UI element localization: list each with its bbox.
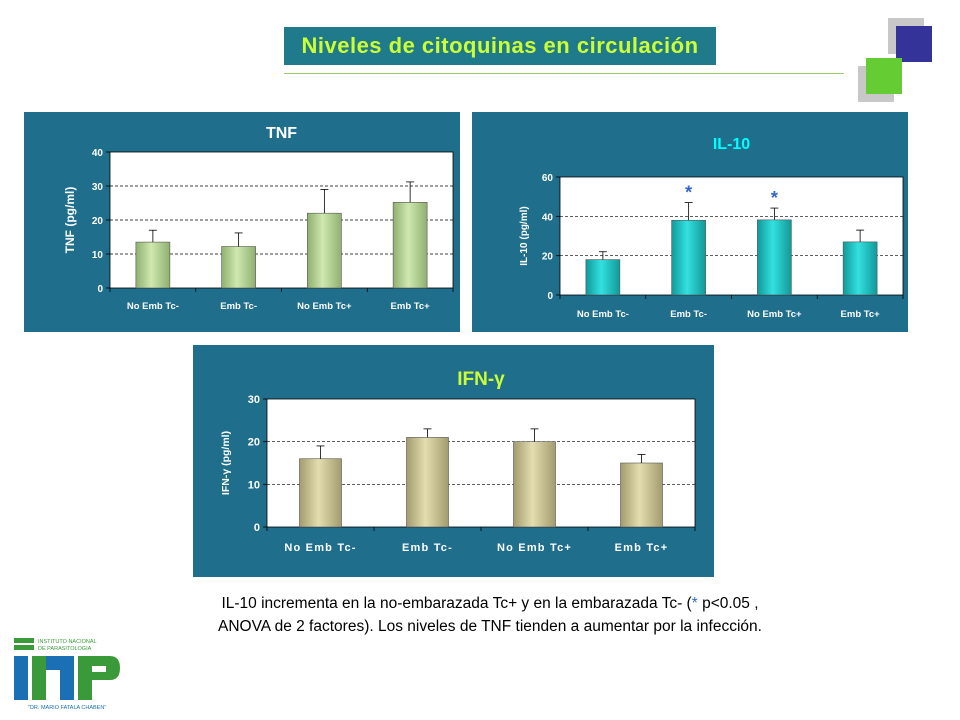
caption-line1-a: IL-10 incrementa en la no-embarazada Tc+…: [221, 595, 692, 612]
il10-y-tick-label: 0: [547, 291, 553, 302]
il10-category-label: Emb Tc-: [670, 309, 707, 320]
il10-bar: [585, 259, 621, 296]
il10-y-tick-label: 40: [542, 212, 554, 223]
tnf-category-label: No Emb Tc-: [127, 301, 179, 312]
ifn-y-tick-label: 10: [248, 479, 260, 491]
title-underline: [284, 73, 844, 74]
il10-y-tick-label: 60: [542, 173, 554, 184]
tnf-y-tick-label: 20: [92, 216, 104, 227]
ifn-chart-title: IFN-γ: [457, 369, 505, 390]
inp-logo: INSTITUTO NACIONAL DE PARASITOLOGIA "DR.…: [14, 638, 120, 711]
il10-chart: IL-10 IL-10 (pg/ml) 0 20 40 60 No Emb Tc- * Emb …: [519, 136, 904, 320]
ifn-category-label: Emb Tc-: [402, 542, 453, 554]
il10-bar: [757, 219, 792, 296]
il10-y-axis-label: IL-10 (pg/ml): [519, 206, 530, 265]
ifn-y-axis-label: IFN-γ (pg/ml): [220, 431, 232, 495]
tnf-category-label: Emb Tc-: [220, 301, 257, 312]
caption-line2: ANOVA de 2 factores). Los niveles de TNF…: [218, 618, 762, 635]
tnf-y-axis-label: TNF (pg/ml): [63, 187, 77, 254]
tnf-chart: TNF TNF (pg/ml) 0 10 20 30 40 No Emb Tc- Emb Tc-…: [63, 125, 454, 312]
tnf-category-label: Emb Tc+: [391, 301, 431, 312]
tnf-bar: [135, 241, 171, 289]
ifn-category-label: Emb Tc+: [615, 542, 669, 554]
tnf-y-tick-label: 30: [92, 182, 104, 193]
ifn-category-label: No Emb Tc+: [497, 542, 572, 554]
decor-square-blue: [896, 26, 932, 62]
logo-line1: INSTITUTO NACIONAL: [38, 639, 97, 645]
ifn-y-tick-label: 0: [254, 522, 260, 534]
tnf-y-tick-label: 40: [92, 148, 104, 159]
tnf-y-tick-label: 0: [97, 284, 103, 295]
il10-category-label: No Emb Tc+: [747, 309, 802, 320]
il10-bar: [671, 219, 706, 296]
il10-chart-panel: IL-10 IL-10 (pg/ml) 0 20 40 60 No Emb Tc- * Emb …: [472, 112, 908, 332]
logo-line3: "DR. MARIO FATALA CHABEN": [28, 705, 106, 711]
tnf-y-tick-label: 10: [92, 250, 104, 261]
caption: IL-10 incrementa en la no-embarazada Tc+…: [140, 592, 840, 638]
ifn-chart: IFN-γ IFN-γ (pg/ml) 0 10 20 30 No Emb Tc- Emb T…: [220, 369, 696, 554]
ifn-chart-panel: IFN-γ IFN-γ (pg/ml) 0 10 20 30 No Emb Tc- Emb T…: [193, 345, 714, 577]
caption-star: *: [691, 595, 698, 612]
tnf-chart-title: TNF: [266, 125, 297, 142]
ifn-category-label: No Emb Tc-: [284, 542, 356, 554]
caption-line1-b: p<0.05 ,: [697, 595, 759, 612]
il10-y-tick-label: 20: [542, 252, 554, 263]
ifn-y-tick-label: 30: [248, 394, 260, 406]
logo-line2: DE PARASITOLOGIA: [38, 646, 92, 652]
decor-square-green: [866, 58, 902, 94]
ifn-bar: [299, 458, 342, 528]
il10-significance-star: *: [685, 183, 692, 203]
il10-significance-star: *: [771, 188, 778, 208]
ifn-y-tick-label: 20: [248, 437, 260, 449]
il10-category-label: No Emb Tc-: [577, 309, 629, 320]
il10-chart-title: IL-10: [713, 136, 750, 153]
tnf-chart-panel: TNF TNF (pg/ml) 0 10 20 30 40 No Emb Tc- Emb Tc-…: [24, 112, 460, 332]
ifn-bar: [513, 441, 556, 528]
tnf-category-label: No Emb Tc+: [297, 301, 352, 312]
il10-bar: [842, 241, 878, 296]
il10-category-label: Emb Tc+: [841, 309, 881, 320]
ifn-bar: [406, 437, 449, 528]
slide-title: Niveles de citoquinas en circulación: [284, 27, 716, 65]
tnf-bar: [392, 202, 428, 289]
tnf-bar: [221, 246, 256, 289]
tnf-bar: [307, 212, 342, 289]
ifn-bar: [620, 462, 663, 528]
